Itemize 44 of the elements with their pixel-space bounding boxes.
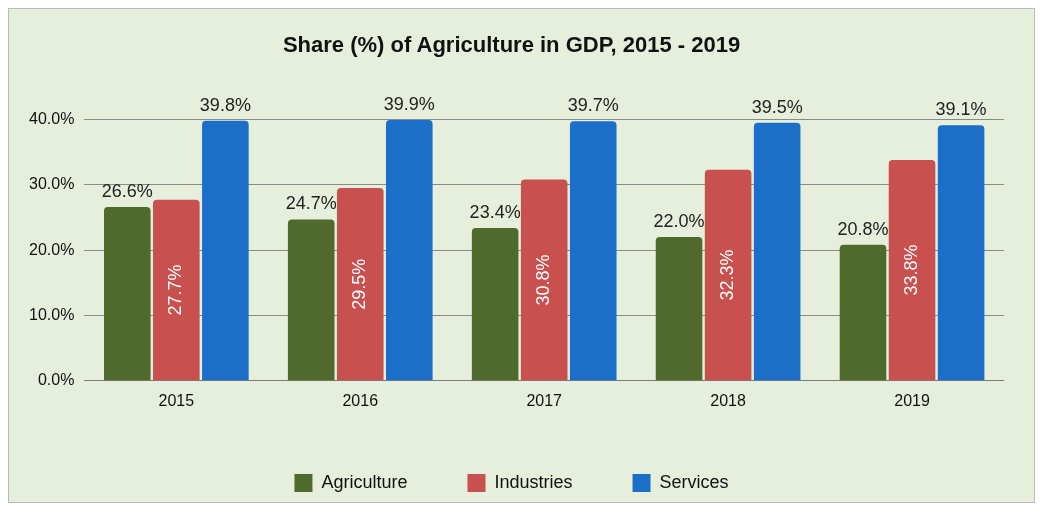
data-label: 20.8% [837, 218, 889, 239]
data-label: 39.9% [383, 94, 435, 115]
y-tick-label: 30.0% [28, 175, 75, 193]
bar [336, 188, 384, 381]
data-label: 33.8% [901, 244, 922, 296]
bar [153, 199, 200, 381]
bar [520, 179, 568, 381]
x-tick-label: 2017 [526, 391, 563, 409]
y-tick-label: 40.0% [28, 109, 75, 127]
data-label: 39.1% [935, 99, 987, 120]
data-label: 29.5% [349, 258, 370, 310]
legend-label: Services [659, 471, 729, 492]
bar [569, 121, 617, 381]
data-label: 32.3% [717, 249, 738, 301]
y-tick-label: 0.0% [37, 371, 75, 389]
x-tick-label: 2018 [710, 391, 747, 409]
data-label: 22.0% [653, 211, 705, 231]
x-tick-label: 2015 [158, 391, 195, 409]
bar [287, 219, 335, 381]
y-tick-label: 20.0% [28, 240, 75, 258]
bar [103, 206, 151, 381]
legend-label: Industries [494, 471, 573, 492]
data-label: 39.7% [567, 95, 619, 116]
bar [753, 122, 801, 381]
data-label: 39.5% [751, 96, 803, 117]
x-tick-label: 2016 [342, 391, 379, 409]
bar [386, 120, 433, 381]
bar [704, 169, 752, 381]
data-label: 39.8% [199, 94, 251, 115]
bar [937, 125, 985, 381]
data-label: 30.8% [533, 254, 554, 306]
chart-title: Share (%) of Agriculture in GDP, 2015 - 2019 [282, 32, 741, 58]
bar [839, 244, 887, 381]
data-label: 24.7% [285, 193, 337, 214]
data-label: 23.4% [469, 201, 521, 222]
bar [202, 120, 249, 381]
data-label: 26.6% [101, 180, 153, 201]
data-label: 27.7% [165, 264, 186, 316]
y-tick-label: 10.0% [28, 305, 75, 323]
x-tick-label: 2019 [894, 391, 930, 409]
legend-label: Agriculture [321, 471, 408, 492]
bar [888, 159, 936, 381]
bar [655, 237, 703, 381]
bar [471, 227, 519, 381]
